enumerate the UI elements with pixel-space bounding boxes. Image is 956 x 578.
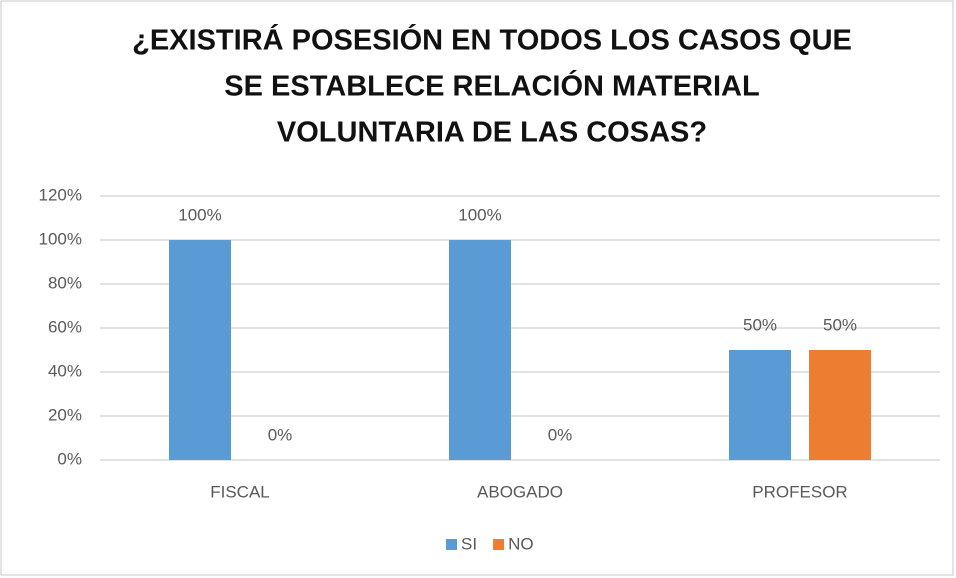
legend-label: SI bbox=[461, 534, 477, 553]
x-tick-label: PROFESOR bbox=[752, 482, 847, 501]
data-label: 0% bbox=[548, 425, 573, 444]
chart-title: VOLUNTARIA DE LAS COSAS? bbox=[277, 117, 707, 149]
data-label: 50% bbox=[823, 315, 857, 334]
bar bbox=[169, 240, 231, 460]
legend-swatch bbox=[446, 539, 457, 550]
y-tick-label: 0% bbox=[57, 449, 82, 468]
legend-label: NO bbox=[508, 534, 534, 553]
y-tick-label: 120% bbox=[39, 185, 82, 204]
bar bbox=[809, 350, 871, 460]
data-label: 0% bbox=[268, 425, 293, 444]
data-label: 100% bbox=[178, 205, 221, 224]
chart-title: ¿EXISTIRÁ POSESIÓN EN TODOS LOS CASOS QU… bbox=[132, 23, 852, 57]
y-tick-label: 60% bbox=[48, 317, 82, 336]
x-tick-label: FISCAL bbox=[210, 482, 270, 501]
legend-swatch bbox=[493, 539, 505, 550]
chart-title: SE ESTABLECE RELACIÓN MATERIAL bbox=[224, 69, 759, 103]
bar bbox=[729, 350, 791, 460]
data-label: 100% bbox=[458, 205, 501, 224]
y-tick-label: 100% bbox=[39, 229, 82, 248]
data-label: 50% bbox=[743, 315, 777, 334]
x-tick-label: ABOGADO bbox=[477, 482, 563, 501]
bar bbox=[449, 240, 511, 460]
y-tick-label: 80% bbox=[48, 273, 82, 292]
y-tick-label: 40% bbox=[48, 361, 82, 380]
y-tick-label: 20% bbox=[48, 405, 82, 424]
